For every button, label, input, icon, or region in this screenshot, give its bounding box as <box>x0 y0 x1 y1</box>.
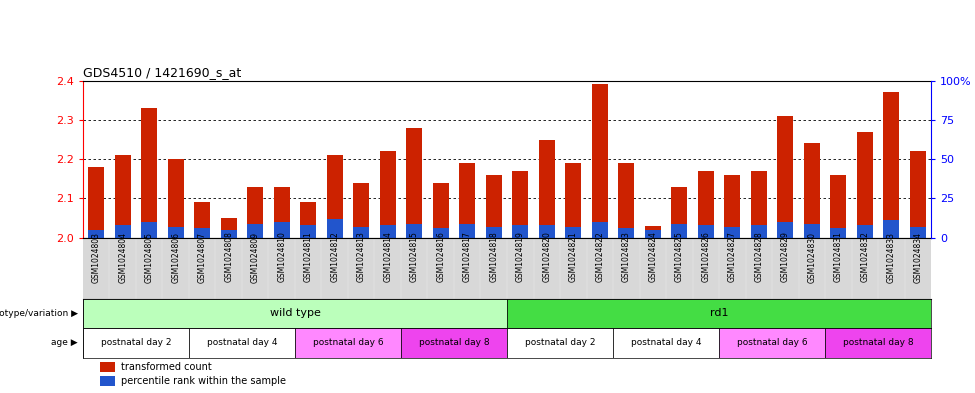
Bar <box>613 328 720 358</box>
Bar <box>825 328 931 358</box>
Text: wild type: wild type <box>269 309 321 318</box>
Bar <box>248 224 263 238</box>
Bar <box>83 328 189 358</box>
Bar <box>883 220 899 238</box>
Text: postnatal day 8: postnatal day 8 <box>418 338 489 347</box>
Bar <box>459 163 475 238</box>
Bar <box>88 167 104 238</box>
Bar <box>407 128 422 238</box>
Text: age ▶: age ▶ <box>52 338 78 347</box>
Bar <box>407 224 422 238</box>
Bar <box>274 187 290 238</box>
Bar <box>883 92 899 238</box>
Bar <box>803 224 820 238</box>
Bar <box>592 84 607 238</box>
Bar <box>672 187 687 238</box>
Bar <box>99 376 115 386</box>
Bar <box>327 219 342 238</box>
Bar <box>910 151 926 238</box>
Text: postnatal day 8: postnatal day 8 <box>842 338 914 347</box>
Bar <box>512 171 528 238</box>
Text: GDS4510 / 1421690_s_at: GDS4510 / 1421690_s_at <box>83 66 241 79</box>
Bar <box>433 183 448 238</box>
Bar <box>539 225 555 238</box>
Bar <box>698 171 714 238</box>
Bar <box>433 228 448 238</box>
Bar <box>115 225 131 238</box>
Bar <box>539 140 555 238</box>
Bar <box>592 222 607 238</box>
Bar <box>507 328 613 358</box>
Text: postnatal day 2: postnatal day 2 <box>100 338 172 347</box>
Bar <box>353 227 370 238</box>
Bar <box>910 227 926 238</box>
Text: postnatal day 2: postnatal day 2 <box>525 338 596 347</box>
Bar <box>803 143 820 238</box>
Bar <box>83 299 507 328</box>
Bar <box>294 328 401 358</box>
Bar <box>698 225 714 238</box>
Bar <box>141 108 157 238</box>
Bar <box>724 175 740 238</box>
Bar <box>168 159 183 238</box>
Bar <box>300 202 316 238</box>
Bar <box>248 187 263 238</box>
Bar <box>831 228 846 238</box>
Bar <box>857 132 873 238</box>
Bar <box>189 328 294 358</box>
Bar <box>644 230 661 238</box>
Bar <box>459 224 475 238</box>
Bar <box>512 225 528 238</box>
Bar <box>644 226 661 238</box>
Text: postnatal day 6: postnatal day 6 <box>737 338 807 347</box>
Text: postnatal day 4: postnatal day 4 <box>631 338 701 347</box>
Text: percentile rank within the sample: percentile rank within the sample <box>121 376 286 386</box>
Bar <box>831 175 846 238</box>
Bar <box>220 230 237 238</box>
Bar <box>566 227 581 238</box>
Bar <box>115 155 131 238</box>
Bar <box>486 175 502 238</box>
Bar <box>857 225 873 238</box>
Text: rd1: rd1 <box>710 309 728 318</box>
Bar <box>194 202 210 238</box>
Bar <box>300 225 316 238</box>
Bar <box>401 328 507 358</box>
Bar <box>751 171 766 238</box>
Bar <box>99 362 115 372</box>
Bar <box>618 228 634 238</box>
Bar <box>720 328 825 358</box>
Bar <box>88 230 104 238</box>
Text: postnatal day 6: postnatal day 6 <box>313 338 383 347</box>
Bar <box>486 227 502 238</box>
Bar <box>618 163 634 238</box>
Bar <box>168 227 183 238</box>
Bar <box>353 183 370 238</box>
Bar <box>724 227 740 238</box>
Bar <box>380 151 396 238</box>
Text: genotype/variation ▶: genotype/variation ▶ <box>0 309 78 318</box>
Bar <box>194 228 210 238</box>
Bar <box>380 225 396 238</box>
Bar <box>141 222 157 238</box>
Bar <box>777 116 794 238</box>
Text: transformed count: transformed count <box>121 362 212 372</box>
Bar <box>672 224 687 238</box>
Bar <box>220 218 237 238</box>
Bar <box>274 222 290 238</box>
Bar <box>751 225 766 238</box>
Text: postnatal day 4: postnatal day 4 <box>207 338 277 347</box>
Bar <box>566 163 581 238</box>
Bar <box>777 222 794 238</box>
Bar <box>327 155 342 238</box>
Bar <box>507 299 931 328</box>
